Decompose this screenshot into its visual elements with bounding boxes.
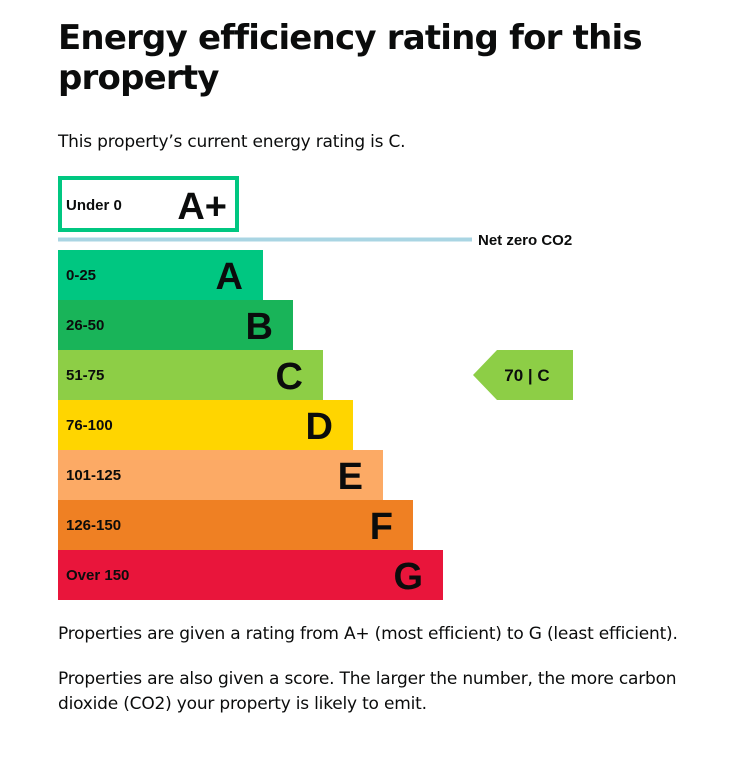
band-b-letter: B xyxy=(246,306,273,348)
current-rating-text: This property’s current energy rating is… xyxy=(58,132,406,152)
band-f-range: 126-150 xyxy=(66,517,121,534)
band-b-range: 26-50 xyxy=(66,317,104,334)
energy-rating-chart: Under 0 A+ 0-25 A 26-50 B 51-75 C 76-100 D 101-125… xyxy=(58,176,573,600)
band-b-bar xyxy=(58,300,293,350)
band-d-range: 76-100 xyxy=(66,417,113,434)
band-a-bar xyxy=(58,250,263,300)
band-a-range: 0-25 xyxy=(66,267,96,284)
band-g-bar xyxy=(58,550,443,600)
band-e-bar xyxy=(58,450,383,500)
band-a-plus-box xyxy=(58,176,239,232)
band-g-letter: G xyxy=(393,556,423,598)
band-f-bar xyxy=(58,500,413,550)
band-a-plus-letter: A+ xyxy=(177,186,227,228)
current-rating-label: 70 | C xyxy=(504,366,549,385)
band-f-letter: F xyxy=(370,506,393,548)
net-zero-line xyxy=(58,237,472,242)
rating-explanation: Properties are given a rating from A+ (m… xyxy=(58,624,678,644)
band-e-letter: E xyxy=(338,456,363,498)
band-g-range: Over 150 xyxy=(66,567,129,584)
net-zero-label: Net zero CO2 xyxy=(478,232,572,249)
band-c-letter: C xyxy=(276,356,303,398)
current-rating-pointer xyxy=(473,350,573,400)
band-a-plus-range: Under 0 xyxy=(66,197,122,214)
page-title: Energy efficiency rating for this proper… xyxy=(58,18,643,98)
band-c-range: 51-75 xyxy=(66,367,104,384)
score-explanation: Properties are also given a score. The l… xyxy=(58,669,677,714)
band-d-bar xyxy=(58,400,353,450)
band-a-letter: A xyxy=(216,256,243,298)
band-d-letter: D xyxy=(306,406,333,448)
band-e-range: 101-125 xyxy=(66,467,121,484)
band-c-bar xyxy=(58,350,323,400)
